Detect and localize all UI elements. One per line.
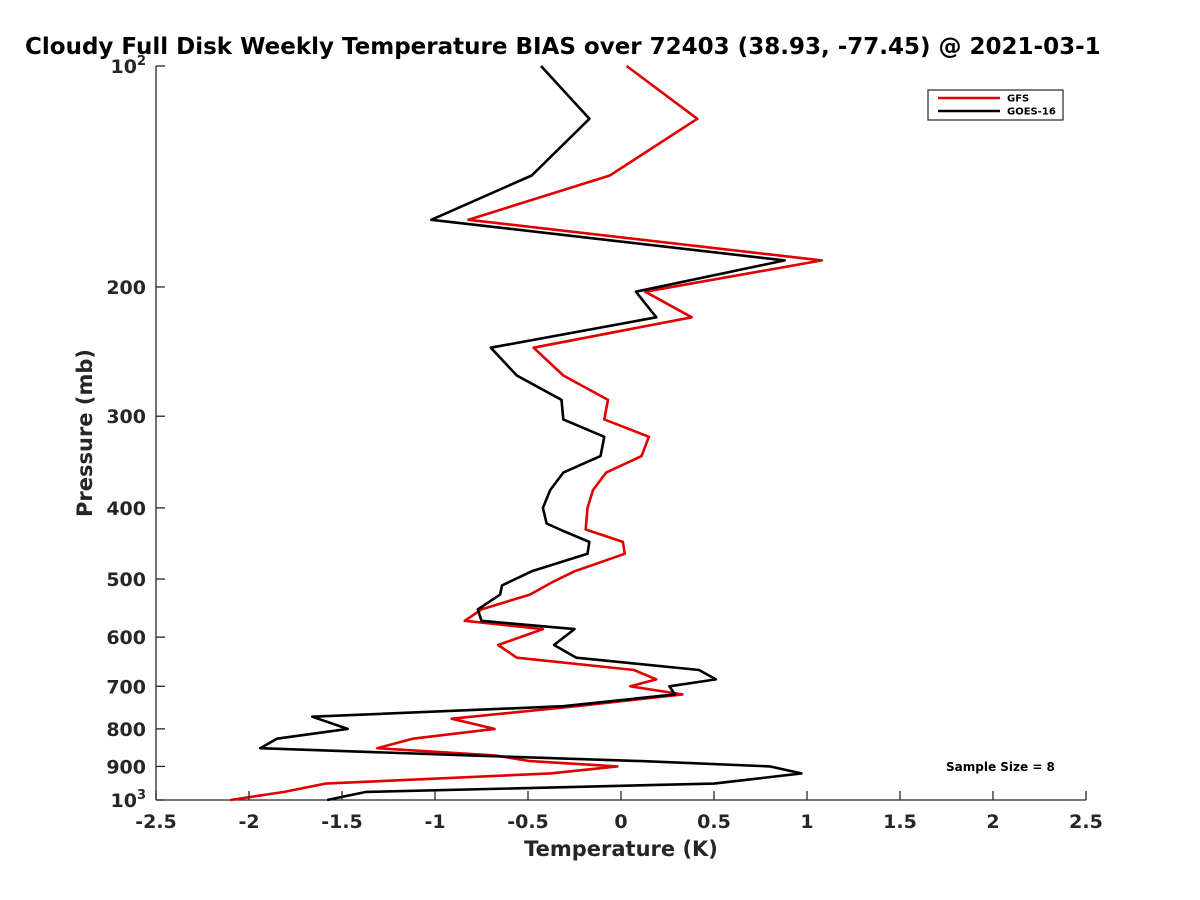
- chart-title: Cloudy Full Disk Weekly Temperature BIAS…: [25, 34, 1101, 60]
- y-tick-label: 200: [106, 277, 146, 299]
- y-tick-label: 600: [106, 627, 146, 649]
- legend-label-gfs: GFS: [1007, 94, 1029, 105]
- x-tick-label: 2.5: [1069, 811, 1103, 833]
- legend-label-goes-16: GOES-16: [1007, 107, 1056, 118]
- series-line-goes-16: [258, 65, 803, 802]
- x-tick-label: 0: [614, 811, 627, 833]
- x-tick-label: 1: [800, 811, 813, 833]
- series-line-gfs: [230, 64, 824, 802]
- y-tick-label: 103: [111, 788, 147, 812]
- y-tick-label: 900: [106, 756, 146, 778]
- y-tick-label: 300: [106, 406, 146, 428]
- y-axis-label: Pressure (mb): [73, 349, 97, 517]
- sample-size-annotation: Sample Size = 8: [946, 760, 1055, 774]
- legend: GFS GOES-16: [927, 89, 1064, 121]
- y-axis-ticks: 102 200 300 400 500 600 700 800 900 103: [106, 54, 165, 812]
- x-tick-label: -2: [238, 811, 259, 833]
- series-layer: [230, 64, 824, 802]
- y-tick-label: 700: [106, 676, 146, 698]
- plot-area: -2.5 -2 -1.5 -1 -0.5 0 0.5 1 1.5 2 2.5 102 200 300 40…: [106, 54, 1103, 833]
- y-tick-label: 102: [111, 54, 147, 78]
- x-tick-label: 0.5: [697, 811, 731, 833]
- x-tick-label: 1.5: [883, 811, 917, 833]
- x-tick-label: -2.5: [135, 811, 177, 833]
- x-tick-label: 2: [986, 811, 999, 833]
- x-tick-label: -1: [424, 811, 445, 833]
- x-tick-label: -1.5: [321, 811, 363, 833]
- y-tick-label: 500: [106, 569, 146, 591]
- y-tick-label: 800: [106, 719, 146, 741]
- legend-box: [927, 89, 1064, 121]
- x-axis-ticks: -2.5 -2 -1.5 -1 -0.5 0 0.5 1 1.5 2 2.5: [135, 791, 1103, 833]
- y-tick-label: 400: [106, 498, 146, 520]
- x-axis-label: Temperature (K): [524, 837, 718, 861]
- x-tick-label: -0.5: [507, 811, 549, 833]
